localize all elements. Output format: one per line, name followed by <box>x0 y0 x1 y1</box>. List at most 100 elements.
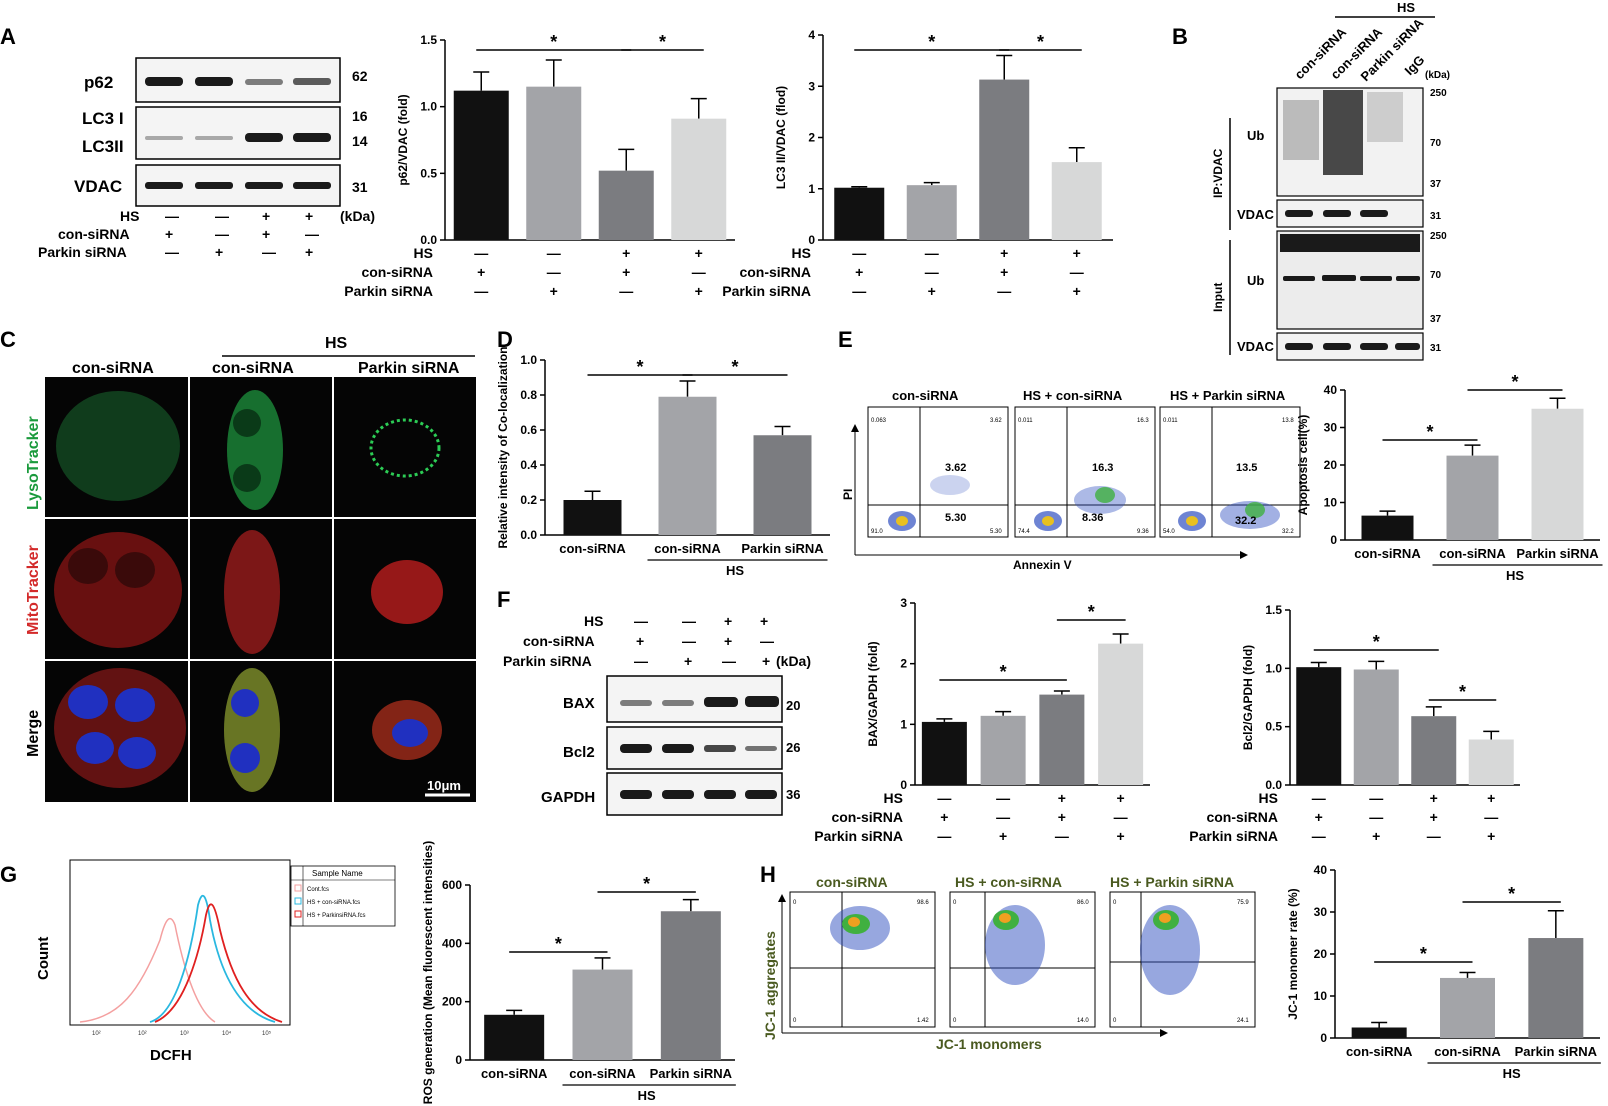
svg-text:0: 0 <box>953 1018 957 1024</box>
treatment-symbol: — <box>925 245 939 261</box>
svg-text:0.063: 0.063 <box>871 418 887 424</box>
kda-label-a: (kDa) <box>340 208 375 224</box>
treatment-symbol: + <box>1073 245 1081 261</box>
panel-f-blots: HS con-siRNA Parkin siRNA — — + + + — + … <box>503 613 811 816</box>
svg-text:Sample Name: Sample Name <box>312 869 363 878</box>
flow-y-label: PI <box>841 489 855 500</box>
treatment-symbol: + <box>1372 828 1380 844</box>
y-tick-label: 1 <box>808 182 815 196</box>
svg-text:HS: HS <box>584 613 603 629</box>
category-label: Parkin siRNA <box>741 541 824 556</box>
svg-text:+: + <box>724 633 732 649</box>
sig-star: * <box>643 874 650 894</box>
chart-jc1-monomer: 0 10 20 30 40 JC-1 monomer rate (%) * * con-siRN… <box>1286 863 1601 1081</box>
jc1-title-2: HS + con-siRNA <box>955 874 1062 890</box>
svg-text:—: — <box>305 226 319 242</box>
svg-text:31: 31 <box>1430 343 1442 354</box>
svg-text:36: 36 <box>786 787 800 802</box>
svg-text:+: + <box>215 244 223 260</box>
y-tick-label: 4 <box>808 28 815 42</box>
svg-text:+: + <box>305 208 313 224</box>
bar <box>526 86 582 241</box>
treatment-symbol: — <box>937 828 951 844</box>
sig-star: * <box>731 357 738 377</box>
treatment-symbol: + <box>477 264 485 280</box>
category-label: Parkin siRNA <box>1516 546 1599 561</box>
svg-text:3.62: 3.62 <box>945 462 966 474</box>
svg-text:250: 250 <box>1430 88 1447 99</box>
bar <box>980 715 1026 785</box>
svg-text:1.42: 1.42 <box>917 1018 929 1024</box>
y-tick-label: 0 <box>1320 1031 1327 1045</box>
y-tick-label: 200 <box>442 995 462 1009</box>
bar <box>1440 977 1495 1038</box>
svg-text:HS + ParkinsiRNA.fcs: HS + ParkinsiRNA.fcs <box>307 913 366 919</box>
group-label: HS <box>638 1088 656 1103</box>
svg-text:3.62: 3.62 <box>990 418 1002 424</box>
y-tick-label: 30 <box>1314 905 1328 919</box>
mw-16: 16 <box>352 108 368 124</box>
jc1-plot-1: 0 98.6 1.42 0 <box>789 891 936 1028</box>
svg-text:+: + <box>305 244 313 260</box>
col-label-1: con-siRNA <box>72 360 154 377</box>
y-tick-label: 2 <box>900 657 907 671</box>
flow-plot-3: 13.5 32.2 0.011 13.8 32.2 54.0 <box>1159 406 1301 538</box>
group-label: HS <box>726 563 744 578</box>
treatment-symbol: — <box>996 809 1010 825</box>
svg-text:250: 250 <box>1430 231 1447 242</box>
bar <box>671 118 727 240</box>
svg-text:10⁴: 10⁴ <box>222 1030 232 1037</box>
svg-text:+: + <box>762 653 770 669</box>
y-tick-label: 0.0 <box>520 528 537 542</box>
svg-text:5.30: 5.30 <box>990 529 1002 535</box>
treatment-symbol: — <box>1312 828 1326 844</box>
treatment-symbol: + <box>855 264 863 280</box>
jc1-y-label: JC-1 aggregates <box>762 931 778 1040</box>
row-parkin: Parkin siRNA <box>38 244 127 260</box>
treatment-row-label: HS <box>414 245 433 261</box>
ub-label-input: Ub <box>1247 273 1264 288</box>
treatment-symbol: + <box>1430 809 1438 825</box>
y-tick-label: 1.5 <box>420 33 437 47</box>
treatment-symbol: — <box>692 264 706 280</box>
svg-text:10²: 10² <box>138 1031 147 1037</box>
chart-bcl2-gapdh: 0.0 0.5 1.0 1.5 Bcl2/GAPDH (fold) * * HS — — + + con… <box>1189 603 1520 844</box>
panel-letters: A B C D E F G H <box>0 24 1188 887</box>
bar <box>834 187 885 240</box>
y-tick-label: 40 <box>1314 863 1328 877</box>
svg-text:13.8: 13.8 <box>1282 418 1294 424</box>
ip-vdac-label: IP:VDAC <box>1211 148 1225 198</box>
treatment-symbol: + <box>622 264 630 280</box>
jc1-x-label: JC-1 monomers <box>936 1036 1042 1052</box>
category-label: con-siRNA <box>1434 1044 1501 1059</box>
y-tick-label: 1.0 <box>520 353 537 367</box>
panel-h-jc1: con-siRNA HS + con-siRNA HS + Parkin siR… <box>762 874 1256 1052</box>
bands-a <box>145 77 331 189</box>
svg-text:—: — <box>682 633 696 649</box>
bar <box>563 500 622 535</box>
sig-star: * <box>1000 662 1007 682</box>
treatment-symbol: — <box>547 264 561 280</box>
svg-text:16.3: 16.3 <box>1137 418 1149 424</box>
jc1-title-1: con-siRNA <box>816 874 888 890</box>
jc1-plot-3: 0 75.9 24.1 0 <box>1109 891 1256 1028</box>
y-axis-label: Bcl2/GAPDH (fold) <box>1241 645 1255 750</box>
blot-label-bcl2: Bcl2 <box>563 744 595 761</box>
y-tick-label: 3 <box>900 596 907 610</box>
mw-62: 62 <box>352 68 368 84</box>
svg-text:98.6: 98.6 <box>917 900 929 906</box>
bar <box>1353 669 1399 785</box>
treatment-row-label: con-siRNA <box>831 809 903 825</box>
bar <box>660 911 721 1060</box>
row-label-mito: MitoTracker <box>25 545 42 635</box>
jc1-title-3: HS + Parkin siRNA <box>1110 874 1234 890</box>
y-tick-label: 10 <box>1324 496 1338 510</box>
svg-text:+: + <box>262 208 270 224</box>
svg-text:HS + con-siRNA.fcs: HS + con-siRNA.fcs <box>307 900 360 906</box>
y-tick-label: 0 <box>455 1053 462 1067</box>
hist-legend: Sample Name Cont.fcs HS + con-siRNA.fcs … <box>290 865 396 927</box>
bar <box>1446 455 1499 540</box>
flow-title-2: HS + con-siRNA <box>1023 388 1123 403</box>
sig-star: * <box>1426 422 1433 442</box>
